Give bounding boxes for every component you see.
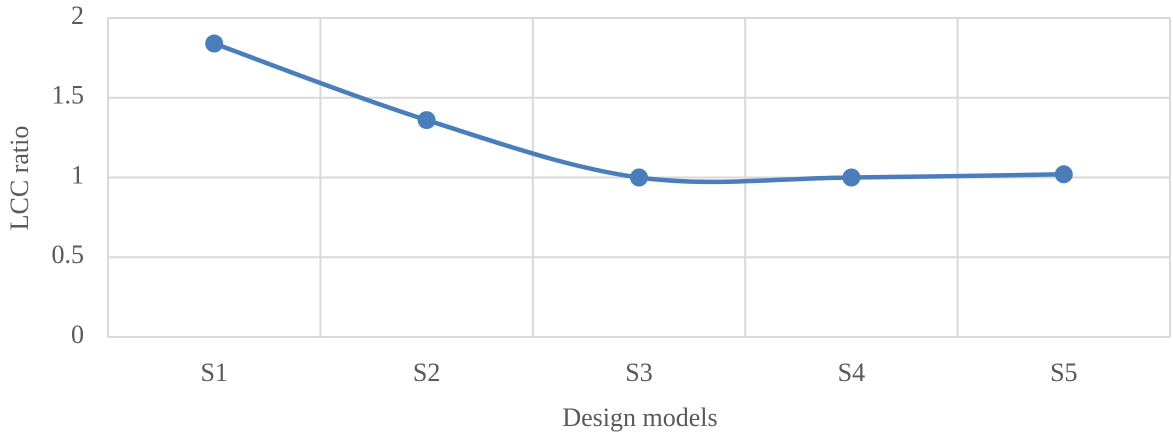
y-axis-title: LCC ratio <box>5 126 34 231</box>
marker <box>842 168 861 187</box>
x-tick-label: S3 <box>625 358 652 387</box>
marker <box>417 111 436 130</box>
x-tick-label: S2 <box>413 358 440 387</box>
y-tick-label: 0.5 <box>52 240 85 269</box>
y-tick-label: 2 <box>71 1 84 30</box>
marker <box>205 34 224 53</box>
marker <box>1054 165 1073 184</box>
marker <box>630 168 648 187</box>
line <box>213 41 1064 185</box>
y-tick-label: 1 <box>71 160 84 189</box>
x-tick-label: S5 <box>1050 358 1077 387</box>
y-tick-label: 1.5 <box>52 81 85 110</box>
x-tick-label: S4 <box>838 358 865 387</box>
x-axis-title: Design models <box>562 403 717 432</box>
y-tick-label: 0 <box>71 320 84 349</box>
x-tick-label: S1 <box>200 358 227 387</box>
